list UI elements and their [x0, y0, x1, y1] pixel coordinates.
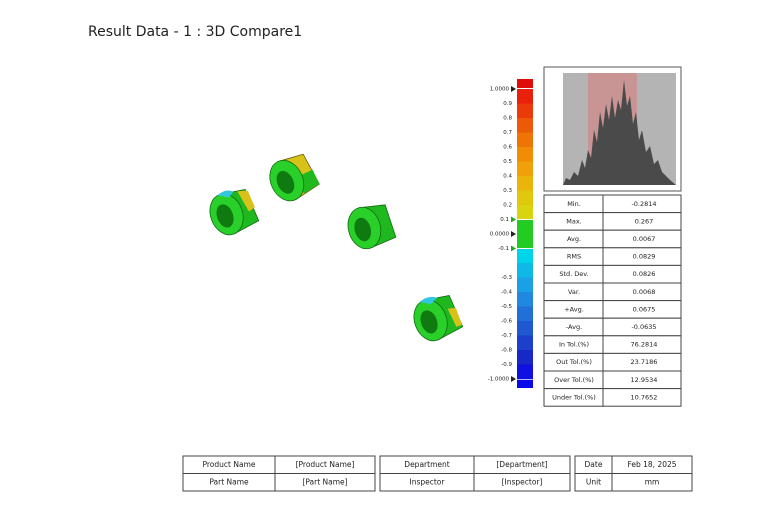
scale-marker [511, 245, 516, 252]
scale-label: -0.7 [501, 333, 512, 339]
model-view [209, 153, 464, 342]
footer-label: Department [404, 460, 449, 469]
scale-label: 0.9 [503, 101, 512, 107]
footer-label: Date [585, 460, 603, 469]
footer-value: [Inspector] [502, 477, 543, 486]
scale-band [517, 263, 533, 278]
stats-label: Std. Dev. [559, 270, 588, 278]
report-title: Result Data - 1 : 3D Compare1 [88, 24, 302, 40]
scale-cap-bottom [517, 380, 533, 388]
scale-label: 0.1 [500, 217, 509, 223]
scale-label: 0.4 [503, 174, 512, 180]
scale-label: 0.0000 [490, 232, 510, 238]
stats-label: +Avg. [564, 305, 584, 313]
part-3 [347, 204, 397, 250]
footer-cell [274, 473, 376, 492]
stats-value: -0.2814 [631, 200, 656, 208]
footer-cell [611, 473, 693, 492]
scale-band [517, 248, 533, 264]
stats-value: 0.0829 [633, 253, 656, 261]
scale-label: -0.5 [501, 304, 512, 310]
stats-value: 10.7652 [631, 393, 658, 401]
scale-band [517, 321, 533, 336]
scale-label: -0.3 [501, 275, 512, 281]
stats-value: -0.0635 [631, 323, 656, 331]
scale-label: 0.2 [503, 203, 512, 209]
stats-label: Min. [567, 200, 581, 208]
scale-band [517, 132, 533, 148]
scale-band [517, 350, 533, 365]
stats-label: RMS [567, 253, 581, 261]
stats-value: 12.9534 [631, 376, 658, 384]
scale-marker [511, 86, 516, 92]
scale-band [517, 176, 533, 191]
stats-label: Out Tol.(%) [556, 358, 592, 366]
scale-band [517, 205, 533, 220]
stats-value: 0.0826 [633, 270, 656, 278]
scale-label: -1.0000 [488, 377, 510, 383]
scale-band [517, 118, 533, 133]
stats-label: Over Tol.(%) [554, 376, 594, 384]
scale-band [517, 89, 533, 104]
stats-label: Under Tol.(%) [552, 393, 596, 401]
footer-label: Product Name [203, 460, 256, 469]
scale-band [517, 219, 533, 235]
scale-band [517, 103, 533, 119]
scale-label: 0.8 [503, 116, 512, 122]
footer-value: Feb 18, 2025 [627, 460, 676, 469]
footer-label: Part Name [209, 477, 249, 486]
scale-band [517, 306, 533, 322]
part-4 [413, 294, 464, 342]
stats-value: 0.0068 [633, 288, 656, 296]
footer-value: [Product Name] [296, 460, 355, 469]
scale-marker [511, 231, 516, 237]
footer-value: [Department] [496, 460, 547, 469]
scale-band [517, 147, 533, 162]
scale-label: -0.1 [498, 246, 509, 252]
stats-value: 0.0675 [633, 305, 656, 313]
scale-band [517, 292, 533, 307]
scale-cap-top [517, 79, 533, 88]
scale-label: -0.4 [501, 290, 512, 296]
footer-value: mm [645, 477, 660, 486]
stats-label: Var. [568, 288, 580, 296]
scale-marker [511, 376, 516, 382]
stats-label: -Avg. [566, 323, 582, 331]
scale-label: 0.6 [503, 145, 512, 151]
stats-value: 0.0067 [633, 235, 656, 243]
scale-band [517, 364, 533, 380]
stats-label: In Tol.(%) [559, 341, 589, 349]
scale-label: -0.8 [501, 348, 512, 354]
stats-value: 0.267 [635, 217, 654, 225]
scale-marker [511, 216, 516, 223]
scale-band [517, 234, 533, 249]
histogram-panel [543, 66, 682, 192]
footer-label: Unit [586, 477, 601, 486]
part-2 [269, 153, 320, 202]
stats-cell [602, 388, 682, 407]
scale-label: -0.6 [501, 319, 512, 325]
scale-label: -0.9 [501, 362, 512, 368]
stats-label: Avg. [567, 235, 581, 243]
scale-band [517, 161, 533, 177]
scale-label: 0.7 [503, 130, 512, 136]
scale-band [517, 335, 533, 351]
scale-band [517, 190, 533, 206]
scale-band [517, 277, 533, 293]
stats-value: 23.7186 [631, 358, 658, 366]
stats-value: 76.2814 [631, 341, 658, 349]
footer-value: [Part Name] [302, 477, 347, 486]
footer-cell [473, 473, 571, 492]
stats-label: Max. [566, 217, 582, 225]
histogram-shape [563, 80, 676, 185]
footer-label: Inspector [410, 477, 446, 486]
scale-label: 0.3 [503, 188, 512, 194]
part-1 [209, 188, 260, 236]
scale-label: 0.5 [503, 159, 512, 165]
scale-label: 1.0000 [490, 87, 510, 93]
